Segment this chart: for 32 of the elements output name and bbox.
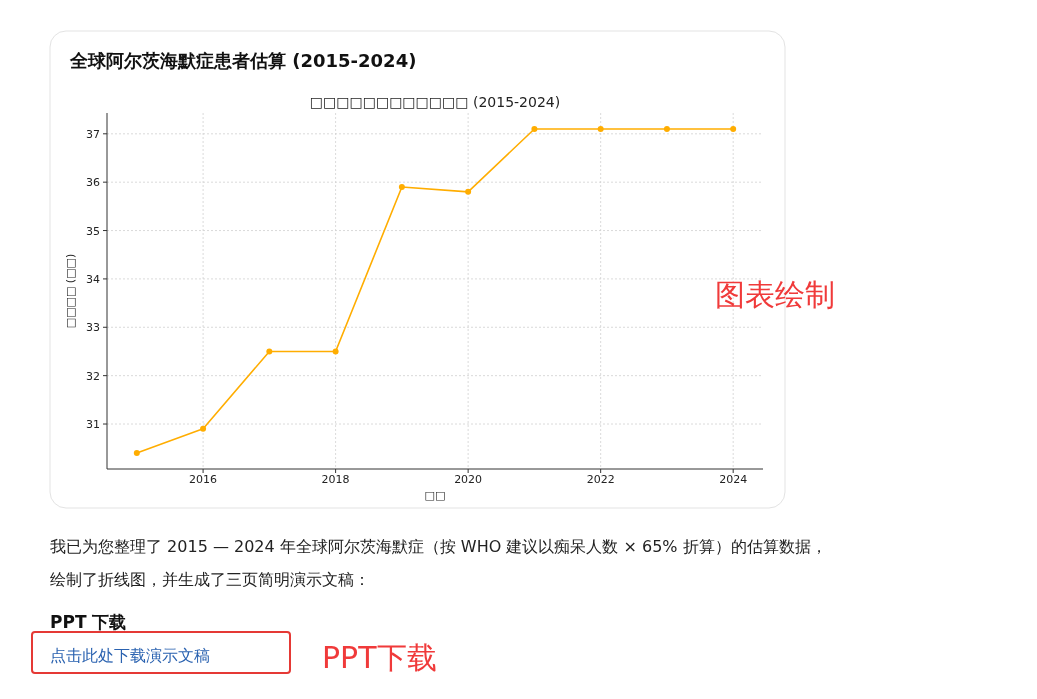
y-tick-label: 33 xyxy=(86,321,100,335)
y-tick-label: 34 xyxy=(86,272,100,286)
point xyxy=(200,425,207,432)
point xyxy=(531,125,538,132)
y-tick-label: 36 xyxy=(86,176,100,190)
annotation: 图表绘制 xyxy=(715,277,835,312)
text: 绘制了折线图，并生成了三页简明演示文稿： xyxy=(50,570,370,589)
point xyxy=(663,125,670,132)
x-tick-label: 2016 xyxy=(189,473,218,486)
x-axis-title: □□ xyxy=(424,489,446,502)
y-tick-label: 32 xyxy=(86,369,100,383)
point xyxy=(730,125,737,132)
text: PPT下载 xyxy=(322,640,437,675)
y-tick-label: 31 xyxy=(86,418,100,432)
chart-subtitle: □□□□□□□□□□□□ (2015-2024) xyxy=(309,94,561,110)
point xyxy=(133,450,140,457)
point xyxy=(398,184,405,191)
chart-title: 全球阿尔茨海默症患者估算 (2015-2024) xyxy=(69,50,417,71)
y-tick-label: 35 xyxy=(86,224,100,238)
point xyxy=(332,348,339,355)
x-tick-label: 2018 xyxy=(321,473,350,486)
x-tick-label: 2020 xyxy=(454,473,483,486)
point xyxy=(465,188,472,195)
y-tick-label: 37 xyxy=(86,127,100,141)
point xyxy=(597,125,604,132)
point xyxy=(266,348,273,355)
text: PPT 下载 xyxy=(50,612,127,632)
text: 我已为您整理了 2015 — 2024 年全球阿尔茨海默症（按 WHO 建议以痴呆人数 × 65% 折算）的估算数据， xyxy=(50,537,827,556)
y-axis-title: □□□□ (□□) xyxy=(64,253,77,329)
x-tick-label: 2024 xyxy=(719,473,748,486)
x-tick-label: 2022 xyxy=(586,473,615,486)
text: 点击此处下载演示文稿 xyxy=(50,646,210,665)
